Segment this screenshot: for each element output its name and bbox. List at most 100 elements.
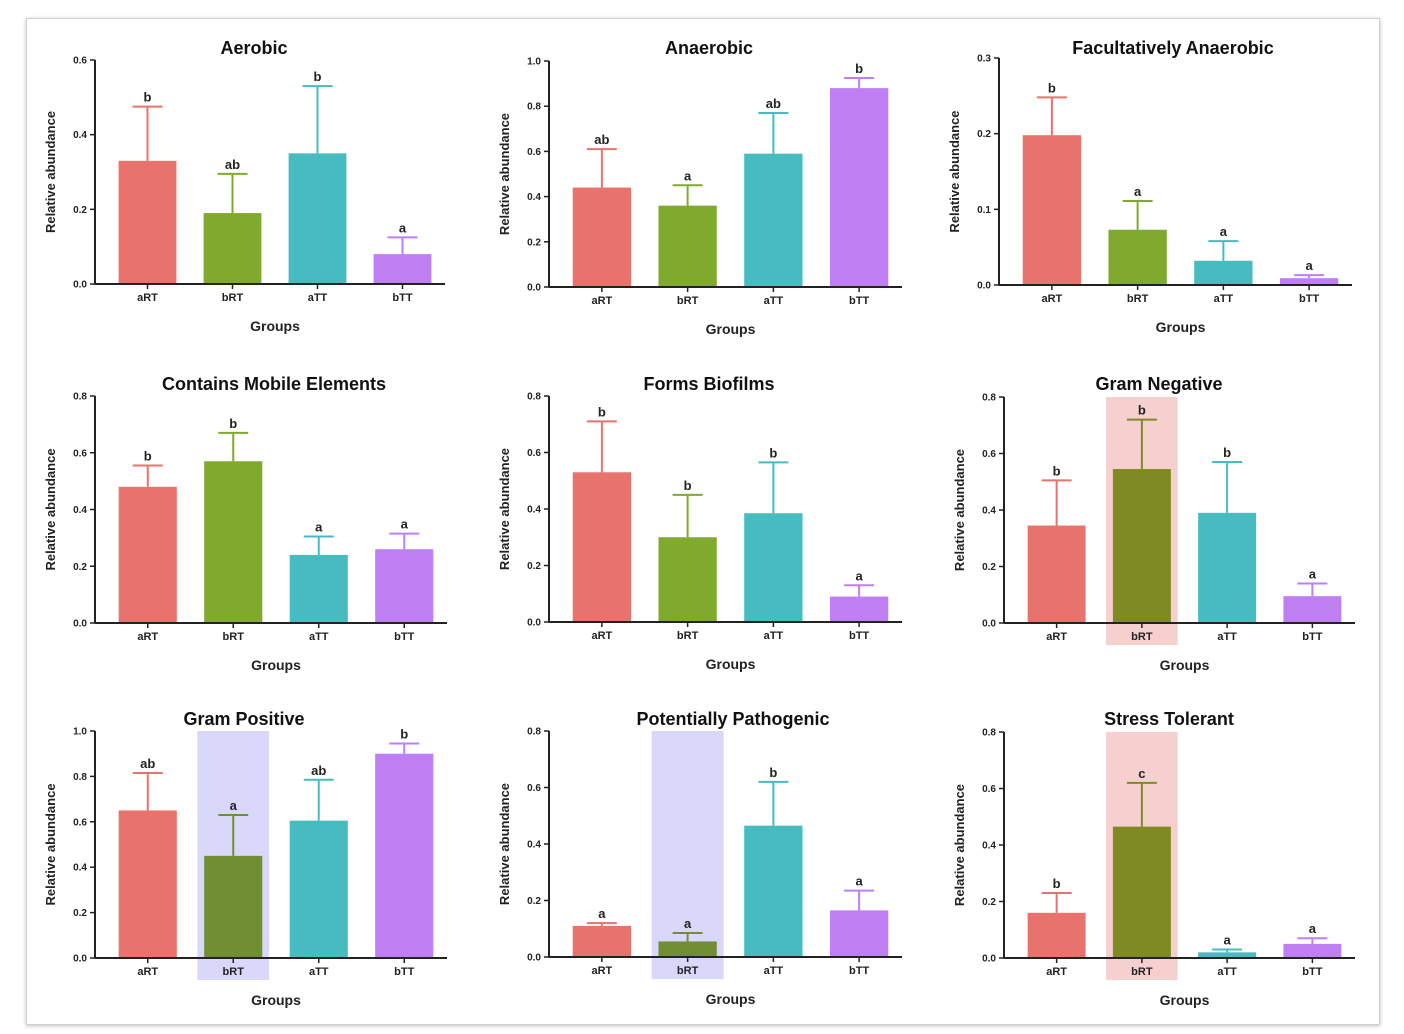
bar [744,513,803,622]
y-axis-label: Relative abundance [497,448,512,570]
y-tick-label: 0.0 [527,953,541,964]
chart-title: Facultatively Anaerobic [1072,38,1273,58]
chart-panel: Facultatively Anaerobic b aRT a bRT a aTT a bTT 0… [947,38,1352,335]
y-tick-label: 0.4 [73,130,87,141]
y-tick-label: 0.6 [73,448,87,459]
chart-title: Stress Tolerant [1104,709,1234,729]
bar [1194,260,1253,285]
bar [658,537,717,622]
y-tick-label: 0.0 [527,283,541,294]
y-tick-label: 0.6 [73,817,87,828]
bar [373,254,432,284]
y-tick-label: 0.8 [527,727,541,738]
bar [203,213,262,284]
x-tick-label: bRT [677,965,699,977]
significance-letter: a [1309,566,1317,581]
x-tick-label: aRT [137,292,158,304]
y-tick-label: 0.6 [982,784,996,795]
significance-letter: b [400,726,408,741]
significance-letter: ab [140,756,155,771]
bar [1112,469,1171,623]
significance-letter: b [1053,463,1061,478]
chart-title: Gram Positive [183,709,304,729]
x-tick-label: bTT [849,295,869,307]
y-tick-label: 0.0 [527,618,541,629]
bar [1108,229,1167,285]
x-tick-label: aRT [591,965,612,977]
x-tick-label: aTT [1217,966,1237,978]
significance-letter: a [1220,224,1228,239]
x-tick-label: bTT [392,292,412,304]
x-axis-label: Groups [1160,992,1210,1008]
y-tick-label: 0.8 [527,392,541,403]
x-tick-label: bTT [849,630,869,642]
significance-letter: ab [225,157,240,172]
x-tick-label: aTT [764,295,784,307]
y-axis-label: Relative abundance [947,110,962,232]
significance-letter: a [230,798,238,813]
x-axis-label: Groups [1156,319,1206,335]
y-tick-label: 0.2 [73,562,87,573]
x-tick-label: bRT [1131,631,1153,643]
x-axis-label: Groups [1160,657,1210,673]
x-tick-label: bRT [223,631,245,643]
x-tick-label: bRT [677,295,699,307]
bar [1027,912,1086,958]
y-tick-label: 0.0 [982,619,996,630]
bar [658,941,717,957]
significance-letter: a [315,519,323,534]
bar [744,153,803,287]
x-tick-label: aTT [1217,631,1237,643]
y-axis-label: Relative abundance [952,449,967,571]
chart-panel: Gram Positive ab aRT a bRT ab aTT b bTT 0.0 0.2 0.4… [43,709,447,1008]
y-axis-label: Relative abundance [952,784,967,906]
significance-letter: b [855,61,863,76]
chart-panel: Gram Negative b aRT b bRT b aTT a bTT 0.0 0.2 0.4 0.… [952,374,1355,673]
y-axis-label: Relative abundance [43,111,58,233]
y-tick-label: 0.2 [527,561,541,572]
x-tick-label: aRT [1041,293,1062,305]
x-tick-label: aTT [764,965,784,977]
chart-panel: Aerobic b aRT ab bRT b aTT a bTT 0.0 0.2 0.4 0.6 Rela… [43,38,445,334]
bar [118,486,177,623]
chart-title: Anaerobic [665,38,753,58]
y-tick-label: 0.8 [73,392,87,403]
bar [829,88,889,288]
significance-letter: a [856,568,864,583]
significance-letter: b [1223,445,1231,460]
significance-letter: a [684,916,692,931]
significance-letter: b [1138,403,1146,418]
y-tick-label: 0.6 [982,449,996,460]
bar [289,820,348,958]
bar [1198,512,1257,623]
bar [658,205,717,287]
x-tick-label: aTT [309,966,329,978]
significance-letter: a [1134,184,1142,199]
y-tick-label: 0.2 [982,562,996,573]
chart-title: Potentially Pathogenic [636,709,829,729]
y-tick-label: 0.4 [73,863,87,874]
y-tick-label: 0.4 [73,505,87,516]
x-tick-label: bTT [394,966,414,978]
significance-letter: a [856,874,864,889]
y-axis-label: Relative abundance [497,783,512,905]
bar [1279,278,1339,285]
figure-canvas: AerobicbaRTabbRTbaTTabTT0.00.20.40.6Rela… [43,38,1355,1008]
x-axis-label: Groups [251,657,301,673]
significance-letter: a [1309,921,1317,936]
significance-letter: ab [594,132,609,147]
chart-title: Gram Negative [1095,374,1222,394]
y-tick-label: 0.6 [527,783,541,794]
y-tick-label: 1.0 [527,57,541,68]
bar [744,825,803,957]
y-tick-label: 1.0 [73,727,87,738]
y-tick-label: 0.4 [527,192,541,203]
y-tick-label: 0.2 [73,908,87,919]
significance-letter: b [769,445,777,460]
x-tick-label: bRT [1127,293,1149,305]
y-tick-label: 0.2 [73,205,87,216]
y-tick-label: 0.0 [73,954,87,965]
x-axis-label: Groups [706,991,756,1007]
y-tick-label: 0.0 [73,280,87,291]
y-tick-label: 0.0 [982,954,996,965]
